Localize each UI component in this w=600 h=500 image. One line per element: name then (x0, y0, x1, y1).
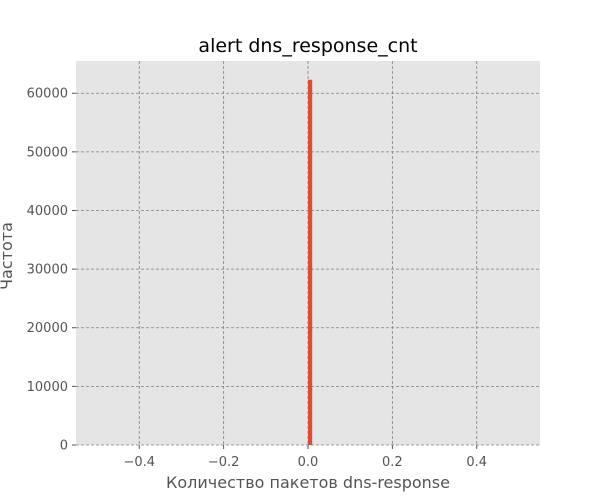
y-tick-label: 30000 (27, 263, 68, 278)
y-tick-label: 40000 (27, 204, 68, 219)
x-axis-label: Количество пакетов dns-response (166, 473, 450, 492)
bars (308, 79, 313, 445)
y-tick-label: 10000 (27, 380, 68, 395)
histogram-bar (308, 79, 313, 445)
x-tick-label: 0.0 (298, 455, 319, 470)
y-axis-label: Частота (0, 222, 16, 290)
y-tick-label: 20000 (27, 321, 68, 336)
x-tick-label: −0.2 (208, 455, 240, 470)
ticks: −0.4 −0.2 0.0 0.2 0.4 0 10000 20000 30000 40000 50… (27, 87, 487, 470)
y-tick-label: 0 (60, 439, 68, 454)
x-tick-label: 0.2 (382, 455, 403, 470)
chart-title: alert dns_response_cnt (198, 35, 417, 57)
x-tick-label: 0.4 (466, 455, 487, 470)
y-tick-label: 60000 (27, 87, 68, 102)
y-tick-label: 50000 (27, 145, 68, 160)
x-tick-label: −0.4 (123, 455, 155, 470)
